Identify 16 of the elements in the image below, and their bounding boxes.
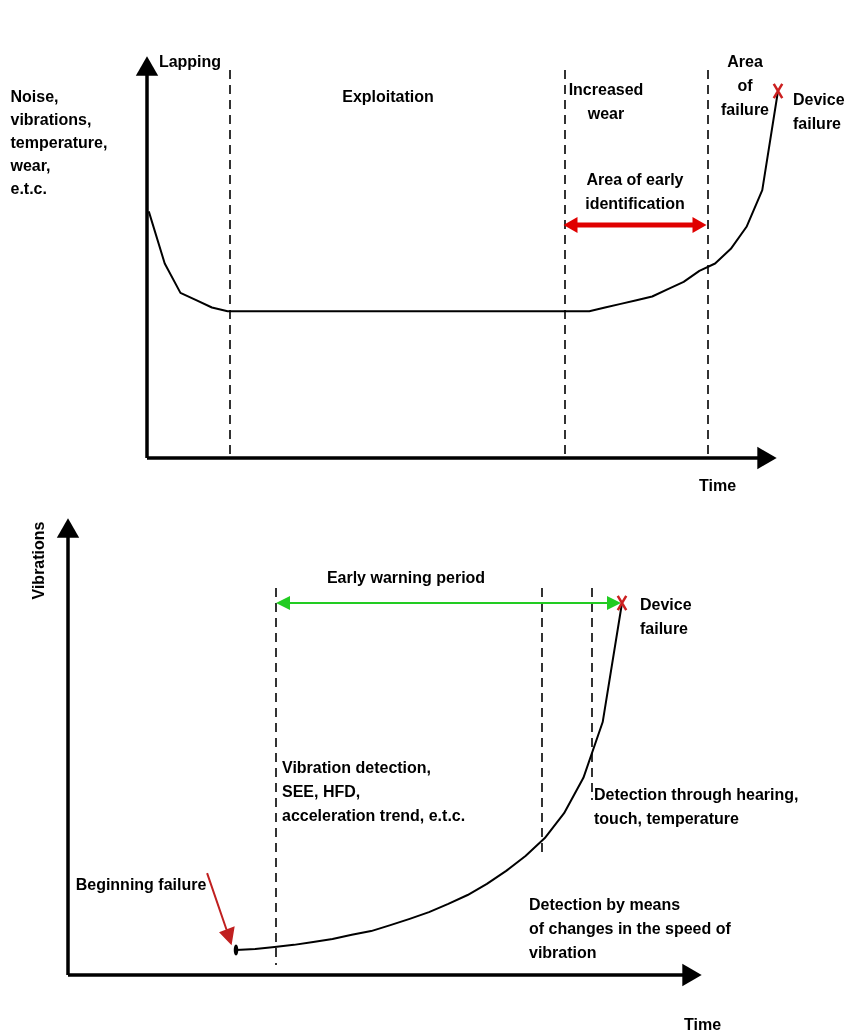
annotation: Area of failure [720,53,770,118]
text: Beginning failure [75,876,207,893]
annotation: Exploitation [342,88,434,105]
text: Lapping [158,53,222,70]
text: Early warning period [326,569,486,586]
y-axis-title: Noise, vibrations, temperature, wear, e.t.c. [9,87,108,197]
annotation: Area of early identification [585,171,685,212]
annotation: Increased wear [568,81,644,122]
text: Device failure [793,91,845,132]
x-axis-title: Time [683,1015,722,1032]
annotation: Vibration detection, SEE, HFD, acceleration trend, e.t.c. [282,759,466,824]
y-axis-title: Vibrations [29,521,47,600]
x-axis-title: Time [698,476,737,494]
annotation: Detection through hearing, touch, temperature [594,786,799,827]
text: Device failure [640,596,692,637]
annotation: Detection by means of changes in the speed of vibration [529,896,732,961]
